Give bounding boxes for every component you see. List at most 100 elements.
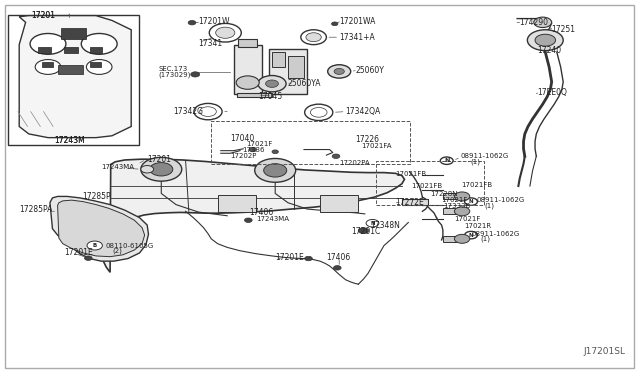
Text: 08110-6105G: 08110-6105G [106, 243, 154, 248]
Circle shape [328, 65, 351, 78]
Bar [272, 52, 285, 67]
Circle shape [332, 154, 340, 158]
Text: N: N [468, 199, 474, 204]
Bar [38, 47, 51, 53]
Text: 174290: 174290 [520, 18, 548, 27]
Circle shape [534, 17, 552, 28]
Circle shape [87, 241, 102, 250]
Text: 17348N: 17348N [370, 221, 400, 230]
Circle shape [334, 68, 344, 74]
Circle shape [86, 60, 112, 74]
Text: 17285PA: 17285PA [19, 205, 52, 214]
Text: 17021FA: 17021FA [362, 143, 392, 149]
Bar [238, 39, 257, 46]
Text: 17336: 17336 [242, 147, 264, 153]
Bar [376, 161, 484, 205]
Bar [288, 56, 304, 78]
Text: 08911-1062G: 08911-1062G [476, 197, 524, 203]
Circle shape [191, 72, 200, 77]
Circle shape [30, 33, 66, 54]
Text: (2): (2) [112, 248, 122, 254]
Text: 17202P: 17202P [230, 153, 257, 159]
Circle shape [440, 157, 453, 164]
Circle shape [358, 228, 369, 234]
Circle shape [150, 163, 173, 176]
Text: 17243MA: 17243MA [101, 164, 134, 170]
Circle shape [305, 104, 333, 121]
Text: 17021F: 17021F [454, 217, 481, 222]
Text: 17201: 17201 [31, 11, 56, 20]
Text: 17243MA: 17243MA [256, 216, 289, 222]
Polygon shape [19, 16, 131, 138]
Circle shape [141, 157, 182, 181]
Text: 17021R: 17021R [464, 223, 491, 229]
Polygon shape [50, 196, 148, 261]
Text: 17228N: 17228N [430, 191, 458, 197]
Text: 17EE0Q: 17EE0Q [538, 89, 568, 97]
Bar [443, 193, 457, 199]
Text: 17251: 17251 [552, 25, 576, 33]
Circle shape [255, 158, 296, 182]
Circle shape [366, 219, 379, 227]
Bar [211, 121, 410, 164]
Circle shape [535, 34, 556, 46]
Circle shape [244, 218, 252, 222]
Circle shape [209, 23, 241, 42]
Text: 17021FB: 17021FB [396, 171, 427, 177]
Text: 17240: 17240 [538, 46, 562, 55]
Circle shape [454, 234, 470, 243]
Text: 17226: 17226 [355, 135, 380, 144]
Text: SEC.173: SEC.173 [159, 66, 188, 72]
Text: (1): (1) [484, 202, 495, 209]
Text: 17021FB: 17021FB [411, 183, 442, 189]
Bar [8, 15, 139, 145]
Text: 25060YA: 25060YA [288, 79, 321, 88]
Text: 08911-1062G: 08911-1062G [472, 231, 520, 237]
Text: 17045: 17045 [258, 92, 282, 101]
Bar [90, 47, 102, 53]
Bar [61, 28, 86, 39]
Circle shape [333, 266, 341, 270]
Text: (1): (1) [470, 158, 481, 165]
Text: 17341: 17341 [198, 39, 223, 48]
Circle shape [527, 30, 563, 51]
Circle shape [35, 60, 61, 74]
Text: 17021F: 17021F [246, 141, 273, 147]
Bar [218, 195, 256, 212]
Text: 17040: 17040 [230, 134, 255, 143]
Text: 17333B: 17333B [444, 203, 471, 209]
Text: 17201WA: 17201WA [339, 17, 376, 26]
Text: 17201: 17201 [31, 11, 56, 20]
Text: 08911-1062G: 08911-1062G [461, 153, 509, 159]
Circle shape [454, 192, 470, 201]
Text: (173029): (173029) [159, 71, 191, 78]
Text: 25060Y: 25060Y [355, 66, 384, 75]
Text: 17243M: 17243M [54, 136, 84, 145]
Circle shape [332, 22, 338, 26]
Circle shape [454, 207, 470, 216]
Bar [64, 47, 78, 53]
Text: 17021FB: 17021FB [461, 182, 492, 188]
Circle shape [188, 20, 196, 25]
Text: N: N [370, 221, 375, 226]
Text: 17201: 17201 [147, 155, 172, 164]
Text: 17201E: 17201E [275, 253, 304, 262]
Bar [443, 208, 457, 214]
Circle shape [465, 231, 477, 239]
Text: 17406: 17406 [326, 253, 351, 262]
Circle shape [258, 76, 286, 92]
Text: N: N [444, 158, 449, 163]
Bar [90, 62, 101, 67]
Bar [443, 236, 457, 242]
Text: B: B [93, 243, 97, 248]
Text: 17243M: 17243M [54, 136, 84, 145]
Bar [234, 45, 262, 94]
Text: 17272E: 17272E [396, 198, 424, 207]
Circle shape [249, 147, 257, 152]
Circle shape [306, 33, 321, 42]
Circle shape [81, 33, 117, 54]
Text: 17342G: 17342G [173, 107, 203, 116]
Text: 17341+A: 17341+A [339, 33, 375, 42]
Polygon shape [58, 200, 145, 257]
Circle shape [266, 80, 278, 87]
